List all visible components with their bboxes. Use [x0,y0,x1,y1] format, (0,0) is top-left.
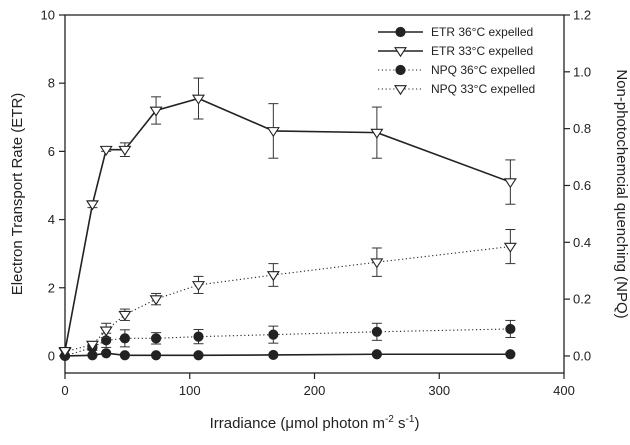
data-point [371,349,382,360]
data-point [85,340,99,351]
data-point [87,350,98,361]
legend-item: ETR 33°C expelled [378,44,533,58]
data-point [85,200,99,211]
data-point [149,295,163,306]
y-left-tick-label: 6 [48,144,55,159]
data-point [150,350,162,361]
legend-marker [393,85,408,96]
data-point [370,258,384,269]
data-point [266,127,280,138]
x-tick-label: 100 [179,383,201,398]
legend-label: ETR 33°C expelled [431,44,533,58]
y-right-tick-label: 0.0 [573,348,591,363]
x-tick-label: 300 [428,383,450,398]
y-right-tick-label: 1.2 [573,8,591,23]
data-point [268,329,279,340]
x-axis-title: Irradiance (μmol photon m-2 s-1) [210,414,420,432]
data-point [503,178,517,189]
legend-item: ETR 36°C expelled [378,25,533,39]
data-point [266,271,280,282]
data-point [370,128,384,139]
data-point [371,326,382,337]
y-right-tick-label: 0.4 [573,235,591,250]
legend-label: NPQ 33°C expelled [431,82,535,96]
y-right-tick-label: 1.0 [573,64,591,79]
data-point [58,346,72,358]
series-line [64,328,511,357]
legend-marker [395,26,406,38]
series-line [64,97,511,351]
legend: ETR 36°C expelled ETR 33°C expelled NPQ 36… [378,25,535,96]
x-tick-label: 400 [553,383,575,398]
data-point [118,145,132,156]
legend-label: ETR 36°C expelled [431,25,533,39]
legend-marker [393,47,408,58]
data-point [118,310,132,321]
data-point [193,350,204,361]
y-left-tick-label: 10 [41,8,55,23]
legend-label: NPQ 36°C expelled [431,63,535,77]
y-right-tick-label: 0.6 [573,178,591,193]
legend-item: NPQ 36°C expelled [378,63,535,77]
data-point [101,348,112,359]
data-point [119,350,130,361]
y-left-axis-title: Electron Transport Rate (ETR) [9,93,26,296]
y-left-tick-label: 8 [48,76,55,91]
x-tick-label: 0 [61,383,68,398]
data-point [99,326,113,337]
y-left-tick-label: 4 [48,212,55,227]
y-right-axis-title: Non-photochemcial quenching (NPQ) [613,69,630,318]
y-right-tick-label: 0.8 [573,121,591,136]
y-right-tick-label: 0.2 [573,292,591,307]
data-point [191,281,205,292]
data-point [505,349,516,360]
data-point [119,333,130,344]
data-point [193,331,204,342]
data-point [503,242,517,253]
data-point [505,323,516,335]
legend-item: NPQ 33°C expelled [378,82,535,96]
legend-marker [395,64,406,76]
data-point [191,94,205,105]
data-point [99,145,113,156]
plot-area: 0 100 200 300 400 0 2 4 6 8 10 0.0 0.2 0.4 0.6 0.8 1.0 1.… [41,8,592,399]
series-0 [59,348,516,362]
y-left-tick-label: 2 [48,280,55,295]
series-line [64,246,511,353]
series-1 [58,77,517,358]
data-point [268,349,279,361]
data-point [150,333,162,344]
series-line [64,352,511,357]
series-layer [58,77,517,362]
data-point [149,106,163,117]
y-left-tick-label: 0 [48,348,55,363]
x-tick-label: 200 [304,383,326,398]
